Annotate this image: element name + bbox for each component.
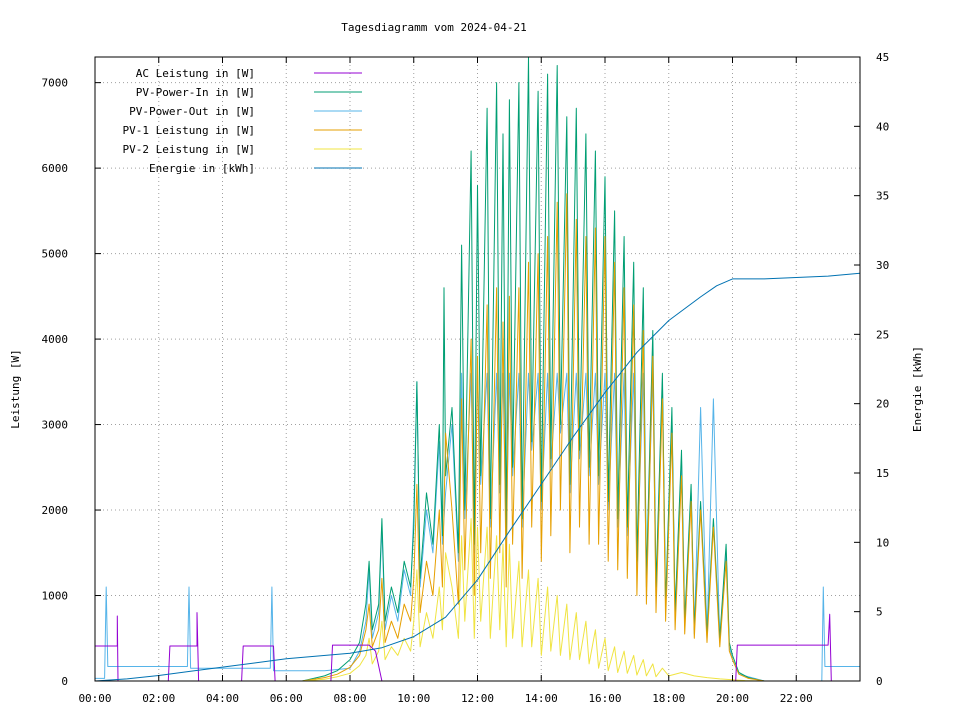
x-tick-label: 20:00 (716, 692, 749, 705)
legend-label: PV-Power-In in [W] (136, 86, 255, 99)
x-tick-label: 22:00 (780, 692, 813, 705)
y-axis-right: 0 5 10 15 20 25 30 35 40 45 (854, 51, 889, 688)
x-tick-label: 06:00 (270, 692, 303, 705)
x-axis: 00:00 02:00 04:00 06:00 08:00 10:00 12:00 14:00… (78, 57, 813, 705)
series-line-5 (94, 272, 861, 682)
x-tick-label: 16:00 (588, 692, 621, 705)
series-line-0 (95, 612, 860, 682)
y-tick-label: 2000 (42, 504, 69, 517)
legend-label: AC Leistung in [W] (136, 67, 255, 80)
series-group (94, 56, 861, 682)
y2-tick-label: 0 (876, 675, 883, 688)
series-line-4 (302, 518, 765, 682)
x-tick-label: 18:00 (652, 692, 685, 705)
y2-tick-label: 10 (876, 536, 889, 549)
y-tick-label: 0 (61, 675, 68, 688)
y-tick-label: 5000 (42, 248, 69, 261)
x-tick-label: 08:00 (333, 692, 366, 705)
x-tick-label: 10:00 (397, 692, 430, 705)
y2-axis-label: Energie [kWh] (911, 346, 924, 432)
y2-tick-label: 5 (876, 606, 883, 619)
y-axis-label: Leistung [W] (9, 349, 22, 428)
y2-tick-label: 40 (876, 120, 889, 133)
series-line-3 (302, 193, 765, 682)
x-tick-label: 14:00 (525, 692, 558, 705)
y2-tick-label: 15 (876, 467, 889, 480)
y2-tick-label: 45 (876, 51, 889, 64)
y-tick-label: 1000 (42, 590, 69, 603)
legend: AC Leistung in [W] PV-Power-In in [W] PV-P… (123, 67, 362, 175)
y-tick-label: 3000 (42, 419, 69, 432)
x-tick-label: 00:00 (78, 692, 111, 705)
chart-title: Tagesdiagramm vom 2024-04-21 (341, 21, 526, 34)
x-tick-label: 02:00 (142, 692, 175, 705)
series-line-1 (302, 56, 765, 682)
y2-tick-label: 35 (876, 190, 889, 203)
y2-tick-label: 30 (876, 259, 889, 272)
x-tick-label: 04:00 (206, 692, 239, 705)
legend-label: PV-1 Leistung in [W] (123, 124, 255, 137)
y-tick-label: 6000 (42, 162, 69, 175)
legend-label: Energie in [kWh] (149, 162, 255, 175)
y-tick-label: 4000 (42, 333, 69, 346)
y-axis-left: 0 1000 2000 3000 4000 5000 6000 7000 (42, 77, 101, 688)
x-tick-label: 12:00 (461, 692, 494, 705)
y2-tick-label: 20 (876, 398, 889, 411)
y-tick-label: 7000 (42, 77, 69, 90)
y2-tick-label: 25 (876, 328, 889, 341)
legend-label: PV-Power-Out in [W] (129, 105, 255, 118)
legend-label: PV-2 Leistung in [W] (123, 143, 255, 156)
